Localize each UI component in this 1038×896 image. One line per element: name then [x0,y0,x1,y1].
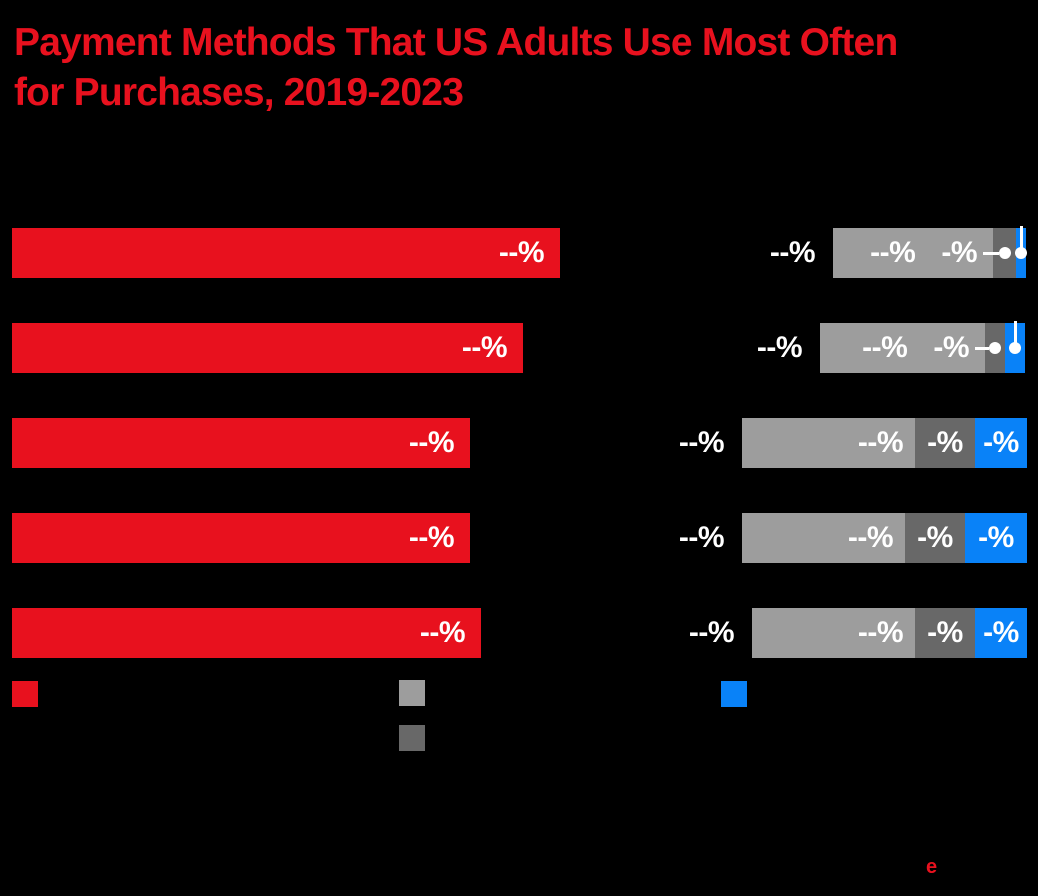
red-bar-value: --% [408,426,455,459]
pin-line [1013,321,1017,348]
outside-value-text: --% [756,331,803,364]
bar-row: --% --% --% -% [0,321,1038,373]
chart-title-line2: for Purchases, 2019-2023 [14,71,464,114]
leader-line [975,346,989,350]
stacked-bar: --% -% -% [742,418,1027,468]
outside-value-text: --% [678,426,725,459]
light-gray-segment: --% [752,608,915,658]
blue-value: -% [983,616,1019,649]
red-bar-value: --% [408,521,455,554]
chart-title: Payment Methods That US Adults Use Most … [14,18,898,118]
stacked-bar: --% -% -% [742,513,1027,563]
leader-line [983,251,999,255]
legend-swatch-red [12,681,38,707]
chart-title-line1: Payment Methods That US Adults Use Most … [14,21,898,64]
stacked-bar: --% -% -% [752,608,1027,658]
dark-gray-value: -% [941,236,977,269]
leader-dot [989,342,1001,354]
stacked-bar: --% -% [833,226,1027,278]
stacked-bar: --% -% [820,321,1025,373]
light-gray-value: --% [862,331,908,364]
dark-gray-value: -% [917,521,953,554]
light-gray-segment: --% [742,418,915,468]
dark-gray-value: -% [933,331,969,364]
legend-swatch-light-gray [399,680,425,706]
outside-value: --% [672,323,803,373]
light-gray-value: --% [857,426,904,459]
outside-value-text: --% [688,616,735,649]
outside-value: --% [594,418,725,468]
dark-gray-segment: -% [915,608,975,658]
red-bar: --% [12,228,560,278]
blue-segment: -% [975,418,1027,468]
pin-line [1019,226,1023,253]
light-gray-segment: --% [742,513,905,563]
outside-value-text: --% [678,521,725,554]
outside-value-text: --% [769,236,816,269]
red-bar: --% [12,418,470,468]
light-gray-value: --% [857,616,904,649]
pin-dot [1015,247,1027,259]
pin-dot [1009,342,1021,354]
light-gray-segment: --% -% [833,228,993,278]
outside-value: --% [594,513,725,563]
red-bar-value: --% [419,616,466,649]
dark-gray-value: -% [927,616,963,649]
legend-swatch-dark-gray [399,725,425,751]
leader-dot [998,247,1011,259]
blue-segment: -% [975,608,1027,658]
blue-segment: -% [965,513,1027,563]
outside-value: --% [604,608,735,658]
bar-row: --% --% --% -% -% [0,608,1038,658]
light-gray-value: --% [847,521,894,554]
light-gray-value: --% [870,236,916,269]
emarketer-logo-mark: e [926,856,938,878]
outside-value: --% [685,228,816,278]
red-bar-value: --% [461,331,508,364]
bar-row: --% --% --% -% [0,226,1038,278]
bar-row: --% --% --% -% -% [0,418,1038,468]
red-bar-value: --% [498,236,545,269]
red-bar: --% [12,608,481,658]
blue-value: -% [978,521,1014,554]
dark-gray-segment: -% [915,418,975,468]
light-gray-segment: --% -% [820,323,985,373]
dark-gray-segment: -% [905,513,965,563]
red-bar: --% [12,323,523,373]
legend-swatch-blue [721,681,747,707]
red-bar: --% [12,513,470,563]
blue-value: -% [983,426,1019,459]
bar-row: --% --% --% -% -% [0,513,1038,563]
dark-gray-value: -% [927,426,963,459]
